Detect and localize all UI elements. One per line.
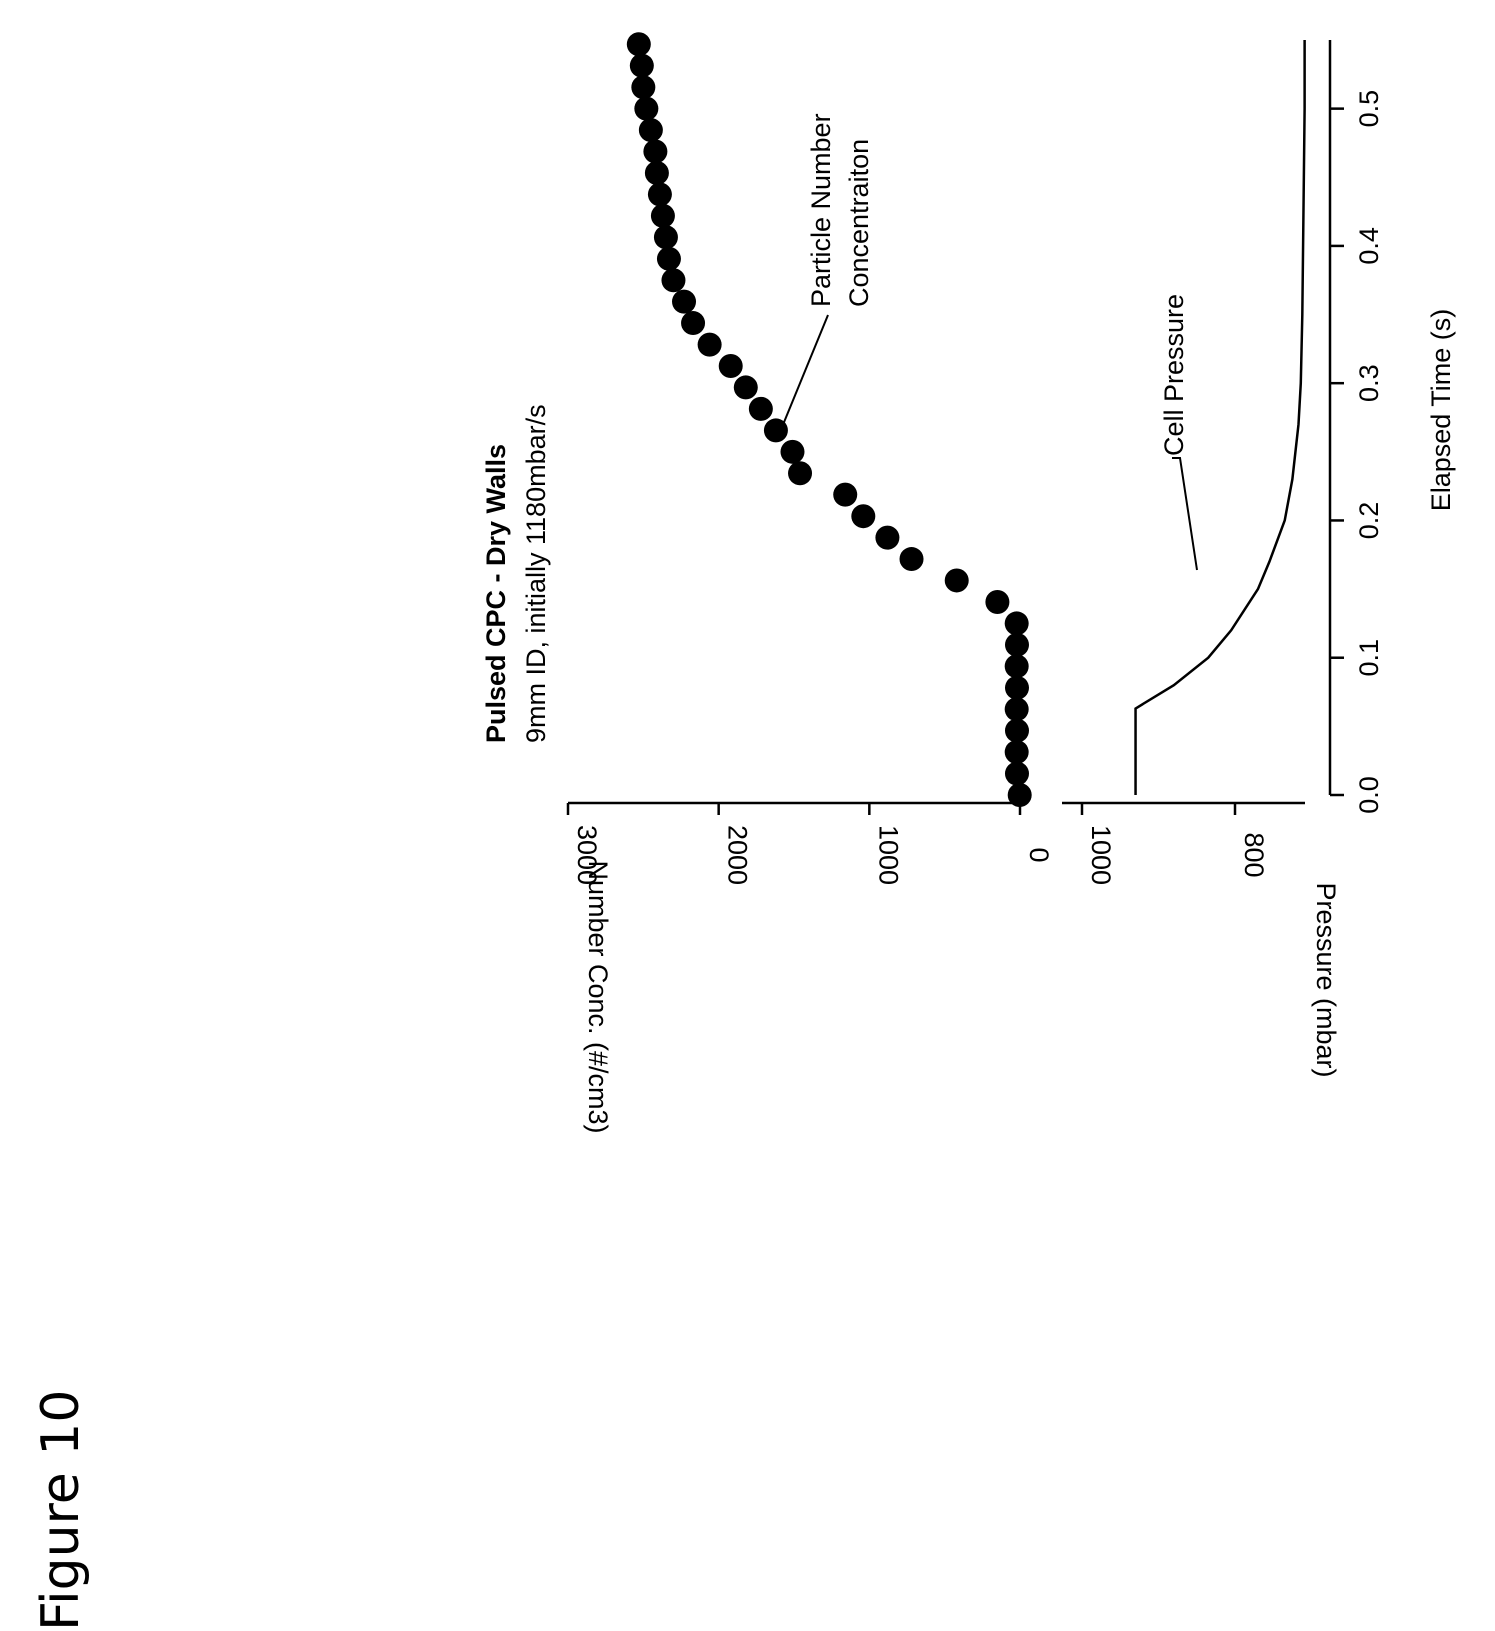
pressure-tick-label: 1000 <box>1086 825 1116 885</box>
concentration-point <box>1004 675 1029 700</box>
concentration-point <box>1004 740 1029 765</box>
figure-label: Figure 10 <box>31 1390 91 1631</box>
concentration-point <box>763 418 788 443</box>
concentration-point <box>1004 632 1029 657</box>
time-tick-label: 0.0 <box>1354 776 1384 814</box>
y-axis-label-pressure: Pressure (mbar) <box>1311 882 1341 1077</box>
concentration-point <box>626 32 651 57</box>
concentration-point <box>1007 783 1032 807</box>
concentration-point <box>733 375 758 400</box>
concentration-point <box>851 504 876 529</box>
concentration-point <box>697 332 722 357</box>
concentration-point <box>1004 611 1029 636</box>
annotation-pressure-leader <box>1172 457 1198 571</box>
concentration-point <box>1004 718 1029 743</box>
concentration-point <box>681 311 706 336</box>
concentration-point <box>650 203 675 228</box>
axes-group: 0 1000 2000 3000 1000 800 0.0 0.1 0.2 0.3 0.4 0.5 <box>566 40 1384 885</box>
number-tick-label: 1000 <box>873 825 903 885</box>
concentration-point <box>718 354 743 379</box>
number-tick-label: 3000 <box>572 825 602 885</box>
x-axis-title: Elapsed Time (s) <box>1426 309 1456 512</box>
concentration-point <box>833 482 858 507</box>
concentration-point <box>631 75 656 100</box>
concentration-point <box>944 568 969 593</box>
concentration-point <box>1004 654 1029 679</box>
marks-group <box>626 32 1306 807</box>
annotation-particle-line1: Particle Number <box>806 113 836 307</box>
annotation-cell-pressure: Cell Pressure <box>1159 294 1189 456</box>
concentration-point <box>748 396 773 421</box>
concentration-point <box>661 268 686 293</box>
concentration-point <box>985 589 1010 614</box>
pressure-tick-label: 800 <box>1239 832 1269 877</box>
concentration-point <box>875 525 900 550</box>
concentration-point <box>647 182 672 207</box>
time-tick-label: 0.5 <box>1354 90 1384 128</box>
concentration-point <box>629 53 654 78</box>
concentration-point <box>1004 697 1029 722</box>
concentration-point <box>638 118 663 143</box>
chart-title: Pulsed CPC - Dry Walls <box>481 444 511 743</box>
cell-pressure-line <box>1134 40 1306 795</box>
time-tick-label: 0.2 <box>1354 502 1384 540</box>
number-tick-label: 2000 <box>723 825 753 885</box>
time-tick-label: 0.1 <box>1354 639 1384 677</box>
concentration-point <box>644 161 669 186</box>
concentration-point <box>656 246 681 271</box>
concentration-point <box>672 289 697 314</box>
time-tick-label: 0.4 <box>1354 227 1384 265</box>
chart-subtitle: 9mm ID, initially 1180mbar/s <box>521 404 551 743</box>
annotation-particle-line2: Concentraiton <box>844 139 874 307</box>
concentration-point <box>1004 761 1029 786</box>
concentration-point <box>899 547 924 572</box>
concentration-point <box>634 96 659 121</box>
concentration-point <box>653 225 678 250</box>
y-axis-label-number: Number Conc. (#/cm3) <box>583 860 613 1133</box>
concentration-point <box>643 139 668 164</box>
time-tick-label: 0.3 <box>1354 364 1384 402</box>
concentration-point <box>788 461 813 486</box>
number-tick-label: 0 <box>1024 847 1054 862</box>
concentration-point <box>780 439 805 464</box>
annotation-particle-leader <box>779 314 829 433</box>
